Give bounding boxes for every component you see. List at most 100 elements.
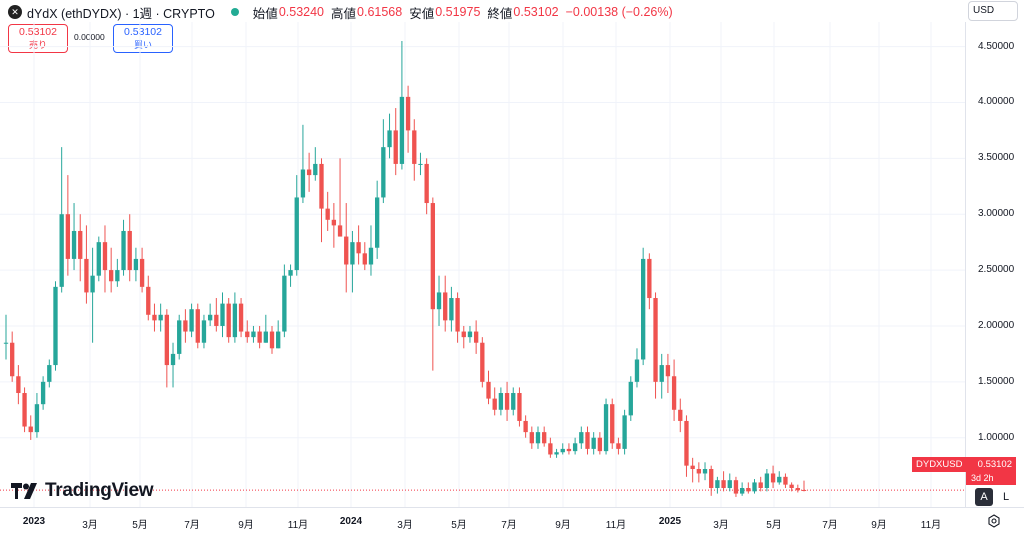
candle — [238, 298, 244, 338]
candle — [356, 225, 361, 265]
candle-body — [16, 376, 21, 394]
candle-body — [84, 258, 89, 293]
candle-body — [263, 331, 268, 343]
candle — [542, 426, 547, 447]
candle — [40, 376, 46, 410]
candle-body — [195, 309, 200, 343]
candle — [374, 180, 380, 259]
candle-body — [306, 169, 312, 176]
sell-price: 0.53102 — [19, 26, 57, 38]
symbol-title[interactable]: dYdX (ethDYDX) · 1週 · CRYPTO — [27, 6, 215, 21]
y-tick-label: 4.00000 — [978, 96, 1015, 108]
candle-body — [115, 270, 120, 282]
candle — [269, 325, 275, 354]
candle — [16, 365, 21, 405]
candle-body — [139, 258, 145, 287]
candle-body — [362, 253, 367, 265]
candle — [449, 286, 454, 332]
candle-body — [47, 365, 52, 382]
candle — [603, 398, 609, 455]
candle-body — [436, 292, 442, 310]
candle-body — [480, 342, 485, 382]
candle-body — [152, 314, 157, 321]
candle — [288, 264, 293, 287]
candle-body — [777, 476, 782, 483]
candle — [616, 437, 621, 455]
tradingview-logo-icon — [11, 483, 37, 499]
candle — [337, 158, 343, 237]
candle — [727, 473, 732, 492]
low-label: 安値 — [409, 6, 435, 21]
candle-body — [696, 469, 702, 474]
log-scale-button[interactable]: L — [1002, 491, 1010, 503]
candle-body — [783, 476, 788, 485]
candle — [758, 476, 763, 492]
price-axis-divider — [965, 22, 966, 507]
candle — [777, 471, 782, 485]
candle-body — [603, 404, 609, 452]
candle — [412, 119, 417, 181]
candle — [313, 147, 318, 181]
tradingview-logo[interactable]: TradingView — [11, 480, 154, 502]
candle — [461, 325, 466, 349]
candle — [201, 314, 207, 349]
candle-body — [59, 214, 64, 287]
candle-body — [331, 219, 337, 226]
candle-body — [245, 331, 250, 338]
candle-body — [498, 393, 504, 410]
auto-scale-button[interactable]: A — [975, 488, 993, 506]
candle-body — [189, 309, 194, 332]
candle-body — [659, 365, 664, 382]
x-tick-label: 3月 — [82, 520, 98, 531]
settings-gear-icon[interactable] — [987, 514, 1001, 528]
candle-body — [758, 482, 763, 489]
candle — [480, 337, 485, 388]
candle — [207, 303, 213, 326]
candle — [591, 432, 596, 455]
candle — [473, 320, 479, 354]
candle-body — [443, 292, 448, 321]
sell-button[interactable]: 0.53102 売り — [8, 24, 68, 53]
candle-body — [721, 480, 726, 489]
candle — [709, 465, 714, 496]
candle-body — [739, 488, 745, 494]
x-tick-label: 7月 — [822, 520, 838, 531]
candle — [504, 381, 510, 421]
y-tick-label: 3.00000 — [978, 208, 1015, 220]
candle — [381, 119, 386, 204]
candle — [715, 476, 720, 494]
candle-body — [746, 488, 751, 492]
candle — [3, 314, 9, 360]
candle-body — [560, 448, 565, 453]
candle — [251, 325, 256, 343]
candle-body — [214, 314, 219, 326]
candle-body — [770, 473, 776, 483]
candle-body — [387, 130, 392, 148]
candle-body — [801, 489, 807, 491]
candle — [572, 437, 578, 455]
candle-body — [702, 469, 708, 474]
currency-selector[interactable]: USD — [968, 1, 1018, 21]
candlestick-chart[interactable] — [0, 0, 966, 507]
candle — [486, 370, 491, 405]
candle — [65, 175, 71, 276]
candle-body — [90, 275, 95, 293]
candle-body — [653, 298, 658, 382]
candle — [554, 448, 559, 458]
candle — [653, 292, 658, 399]
candle — [306, 152, 312, 192]
close-value: 0.53102 — [513, 5, 559, 19]
candle-body — [764, 473, 770, 489]
candle — [783, 473, 788, 489]
candle — [517, 387, 522, 427]
candle-body — [282, 275, 287, 332]
candle-body — [795, 488, 800, 491]
buy-button[interactable]: 0.53102 買い — [113, 24, 173, 53]
candle-body — [566, 448, 572, 452]
candle — [108, 247, 114, 293]
candle — [678, 398, 683, 433]
y-tick-label: 2.50000 — [978, 264, 1015, 276]
bar-countdown: 3d 2h — [966, 472, 1016, 485]
candle — [665, 353, 671, 394]
dydx-logo-icon: ✕ — [8, 5, 22, 19]
